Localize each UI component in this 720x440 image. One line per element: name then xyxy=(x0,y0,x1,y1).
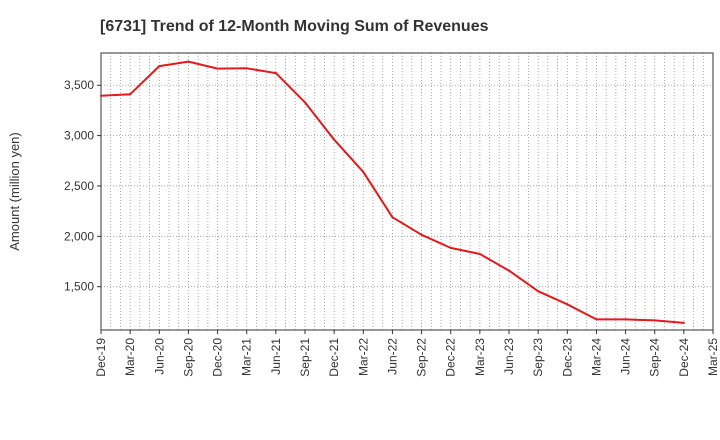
data-point xyxy=(245,67,248,70)
x-tick-label: Sep-22 xyxy=(415,338,429,377)
data-point xyxy=(100,94,102,97)
data-point xyxy=(187,60,190,63)
x-tick-label: Jun-20 xyxy=(152,338,166,375)
x-tick-label: Jun-23 xyxy=(502,338,516,375)
x-tick-label: Sep-24 xyxy=(648,338,662,377)
series-line xyxy=(100,60,684,324)
x-tick-label: Dec-20 xyxy=(211,338,225,377)
data-point xyxy=(595,318,598,321)
plot-area xyxy=(100,52,714,331)
data-point xyxy=(391,216,394,219)
x-tick-label: Mar-23 xyxy=(473,338,487,376)
x-tick-label: Jun-21 xyxy=(269,338,283,375)
x-tick-label: Jun-22 xyxy=(385,338,399,375)
x-tick-label: Dec-23 xyxy=(560,338,574,377)
data-point xyxy=(537,290,540,293)
data-point xyxy=(304,101,306,104)
data-point xyxy=(478,253,481,255)
x-tick-label: Sep-21 xyxy=(298,338,312,377)
y-axis: 1,500 2,000 2,500 3,000 3,500 xyxy=(64,78,101,294)
x-tick-label: Mar-25 xyxy=(706,338,720,376)
x-axis: Dec-19 Mar-20 Jun-20 Sep-20 Dec-20 Mar-21 Jun-… xyxy=(94,330,720,377)
data-point xyxy=(420,233,423,236)
y-axis-title: Amount (million yen) xyxy=(7,132,22,251)
y-tick-label: 3,500 xyxy=(64,78,94,92)
x-tick-label: Mar-20 xyxy=(123,338,137,376)
y-tick-label: 1,500 xyxy=(64,280,94,294)
grid xyxy=(101,53,713,330)
data-point xyxy=(566,303,569,306)
data-point xyxy=(362,170,365,173)
data-point xyxy=(508,269,510,272)
data-point xyxy=(449,246,452,249)
series-layer xyxy=(100,60,685,324)
y-tick-label: 3,000 xyxy=(64,129,94,143)
x-tick-label: Jun-24 xyxy=(619,338,633,375)
data-point xyxy=(333,138,336,141)
y-tick-label: 2,500 xyxy=(64,179,94,193)
data-point xyxy=(653,319,656,322)
x-tick-label: Sep-23 xyxy=(531,338,545,377)
data-point xyxy=(682,321,685,324)
x-tick-label: Sep-20 xyxy=(181,338,195,377)
x-tick-label: Mar-22 xyxy=(356,338,370,376)
data-point xyxy=(129,93,132,96)
data-point xyxy=(274,72,277,75)
x-tick-label: Dec-19 xyxy=(94,338,108,377)
x-tick-label: Mar-21 xyxy=(240,338,254,376)
x-tick-label: Dec-21 xyxy=(327,338,341,377)
x-tick-label: Dec-22 xyxy=(444,338,458,377)
data-point xyxy=(216,67,219,70)
x-tick-label: Dec-24 xyxy=(677,338,691,377)
data-point xyxy=(624,318,627,321)
chart-title: [6731] Trend of 12-Month Moving Sum of R… xyxy=(100,18,489,35)
y-tick-label: 2,000 xyxy=(64,229,94,243)
data-point xyxy=(158,65,161,68)
x-tick-label: Mar-24 xyxy=(589,338,603,376)
